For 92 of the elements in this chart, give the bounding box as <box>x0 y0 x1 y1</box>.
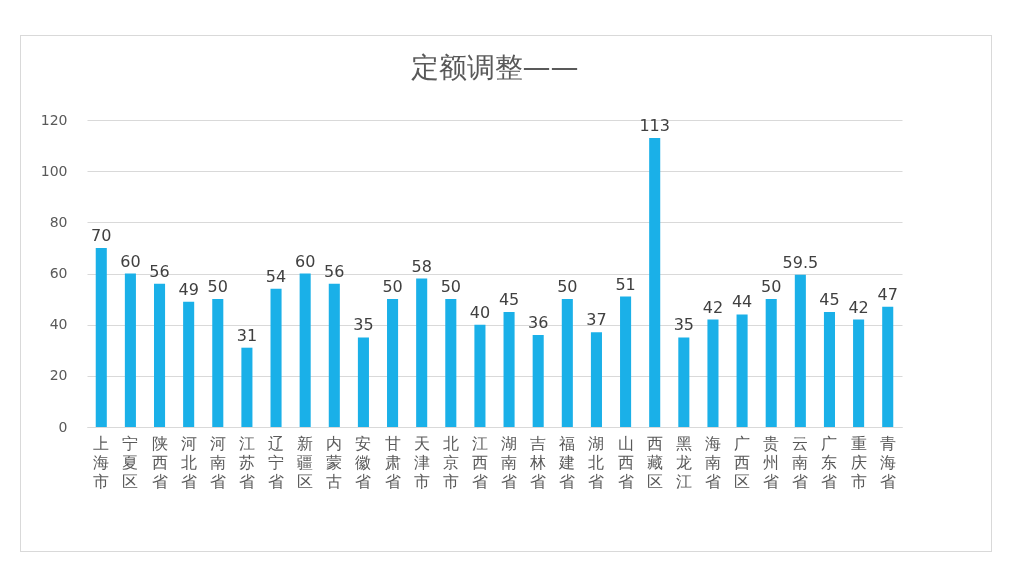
bar <box>299 273 311 427</box>
data-label: 70 <box>91 225 112 245</box>
bar <box>823 311 836 427</box>
data-label: 35 <box>673 315 695 335</box>
x-tick-label: 云南省 <box>792 433 809 491</box>
x-tick-label: 西藏区 <box>646 433 663 491</box>
data-label: 50 <box>761 277 782 297</box>
bar <box>853 319 865 427</box>
bar <box>183 301 195 427</box>
bar <box>561 299 573 427</box>
x-tick-label: 内蒙古 <box>326 433 343 491</box>
data-label: 37 <box>586 310 607 330</box>
y-tick-label: 100 <box>40 162 68 179</box>
x-tick-label: 宁夏区 <box>122 433 139 491</box>
x-tick-label: 青海省 <box>879 433 896 491</box>
bar <box>270 288 282 427</box>
x-tick-label: 河南省 <box>209 433 226 491</box>
data-label: 36 <box>528 312 549 332</box>
y-tick-label: 80 <box>49 213 68 230</box>
x-tick-label: 辽宁省 <box>268 433 285 491</box>
x-tick-label: 天津市 <box>413 433 430 491</box>
data-label: 45 <box>498 289 520 309</box>
x-tick-label: 安徽省 <box>355 433 372 491</box>
x-tick-label: 吉林省 <box>529 433 547 491</box>
x-tick-label: 黑龙江 <box>675 433 692 491</box>
data-label: 54 <box>265 266 287 286</box>
x-tick-label: 福建省 <box>558 433 576 491</box>
x-tick-label: 山西省 <box>617 433 634 491</box>
bar <box>212 299 224 427</box>
data-label: 40 <box>469 302 491 322</box>
bar <box>765 299 777 427</box>
y-tick-label: 40 <box>49 316 68 333</box>
bar <box>387 299 399 427</box>
bar <box>445 299 457 427</box>
bar <box>241 347 253 427</box>
x-tick-label: 湖北省 <box>588 433 605 491</box>
data-label: 50 <box>557 277 578 297</box>
bar <box>357 337 369 427</box>
x-tick-label: 贵州省 <box>763 433 780 491</box>
data-label: 50 <box>207 277 228 297</box>
chart-title: 定额调整—— <box>410 51 579 84</box>
data-label: 113 <box>639 115 670 135</box>
bar <box>95 247 107 427</box>
data-label: 60 <box>120 251 141 271</box>
x-tick-label: 广西区 <box>734 433 751 491</box>
x-tick-label: 上海市 <box>93 433 110 491</box>
x-tick-label: 海南省 <box>704 433 721 491</box>
x-tick-label: 江西省 <box>471 433 488 491</box>
data-label: 42 <box>848 297 869 317</box>
y-tick-label: 0 <box>58 418 68 435</box>
bar <box>882 306 894 427</box>
bar <box>474 324 486 427</box>
bar <box>794 274 806 427</box>
bar <box>124 273 136 427</box>
data-label: 56 <box>324 261 345 281</box>
bar <box>649 137 661 427</box>
bar <box>153 283 166 427</box>
data-label: 45 <box>819 289 840 309</box>
data-label: 59.5 <box>782 252 819 272</box>
y-tick-label: 60 <box>49 265 68 281</box>
data-label: 50 <box>382 277 403 297</box>
y-tick-label: 20 <box>49 367 68 384</box>
data-label: 51 <box>615 274 636 294</box>
data-label: 44 <box>731 292 753 312</box>
data-label: 58 <box>411 256 432 276</box>
data-label: 47 <box>877 284 898 304</box>
data-label: 50 <box>440 277 461 297</box>
data-label: 60 <box>294 251 316 271</box>
data-label: 56 <box>149 261 170 281</box>
x-tick-label: 河北省 <box>180 433 197 491</box>
x-tick-label: 江苏省 <box>238 433 255 491</box>
x-tick-label: 北京市 <box>442 433 459 491</box>
bar <box>736 314 748 427</box>
bar <box>416 278 428 427</box>
data-label: 49 <box>178 279 199 299</box>
bar <box>532 334 544 427</box>
x-tick-label: 甘肃省 <box>384 433 401 491</box>
bar <box>590 332 602 427</box>
bar <box>503 311 515 427</box>
x-tick-label: 湖南省 <box>501 433 518 491</box>
data-label: 42 <box>702 297 724 317</box>
x-tick-label: 陕西省 <box>151 433 168 491</box>
x-tick-label: 重庆市 <box>850 433 867 491</box>
x-tick-label: 广东省 <box>821 433 838 491</box>
x-tick-label: 新疆区 <box>297 433 314 491</box>
data-label: 31 <box>236 325 258 345</box>
y-tick-label: 120 <box>40 111 68 128</box>
bar <box>678 337 690 427</box>
bar <box>707 319 719 427</box>
data-label: 35 <box>353 315 374 335</box>
bar <box>328 283 340 427</box>
bar <box>620 296 632 427</box>
